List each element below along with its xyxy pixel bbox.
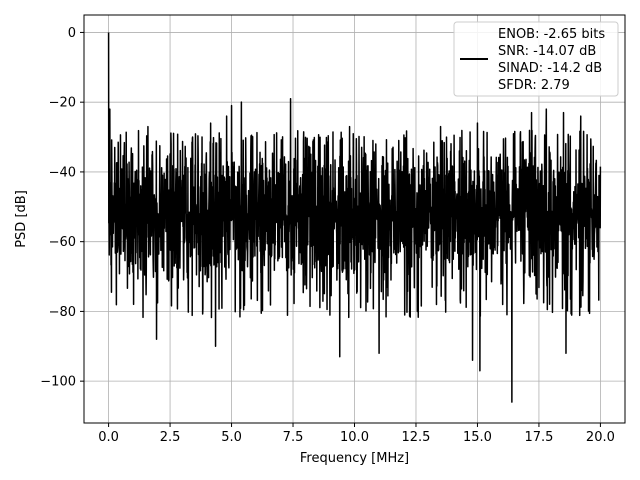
y-tick-label: −20	[49, 96, 76, 111]
y-axis: 0 −20 −40 −60 −80 −100	[40, 26, 84, 390]
plot-area	[107, 32, 602, 403]
y-tick-label: −80	[49, 305, 76, 320]
y-tick-label: −40	[49, 165, 76, 180]
x-tick-label: 10.0	[340, 430, 369, 445]
legend-sfdr: SFDR: 2.79	[498, 78, 570, 93]
y-tick-label: −100	[40, 375, 76, 390]
x-tick-label: 7.5	[283, 430, 304, 445]
y-axis-label: PSD [dB]	[14, 190, 29, 248]
x-tick-label: 0.0	[98, 430, 119, 445]
y-tick-label: −60	[49, 235, 76, 250]
x-tick-label: 2.5	[160, 430, 181, 445]
x-tick-label: 17.5	[524, 430, 553, 445]
x-tick-label: 20.0	[586, 430, 615, 445]
x-axis: 0.0 2.5 5.0 7.5 10.0 12.5 15.0 17.5 20.0	[98, 423, 615, 445]
x-tick-label: 5.0	[221, 430, 242, 445]
x-axis-label: Frequency [MHz]	[300, 451, 409, 466]
y-tick-label: 0	[68, 26, 76, 41]
psd-series-line	[107, 32, 602, 403]
x-tick-label: 15.0	[463, 430, 492, 445]
legend: ENOB: -2.65 bits SNR: -14.07 dB SINAD: -…	[453, 21, 619, 97]
legend-box	[453, 21, 619, 97]
legend-snr: SNR: -14.07 dB	[498, 44, 596, 59]
legend-enob: ENOB: -2.65 bits	[498, 27, 605, 42]
x-tick-label: 12.5	[402, 430, 431, 445]
legend-sinad: SINAD: -14.2 dB	[498, 61, 602, 76]
